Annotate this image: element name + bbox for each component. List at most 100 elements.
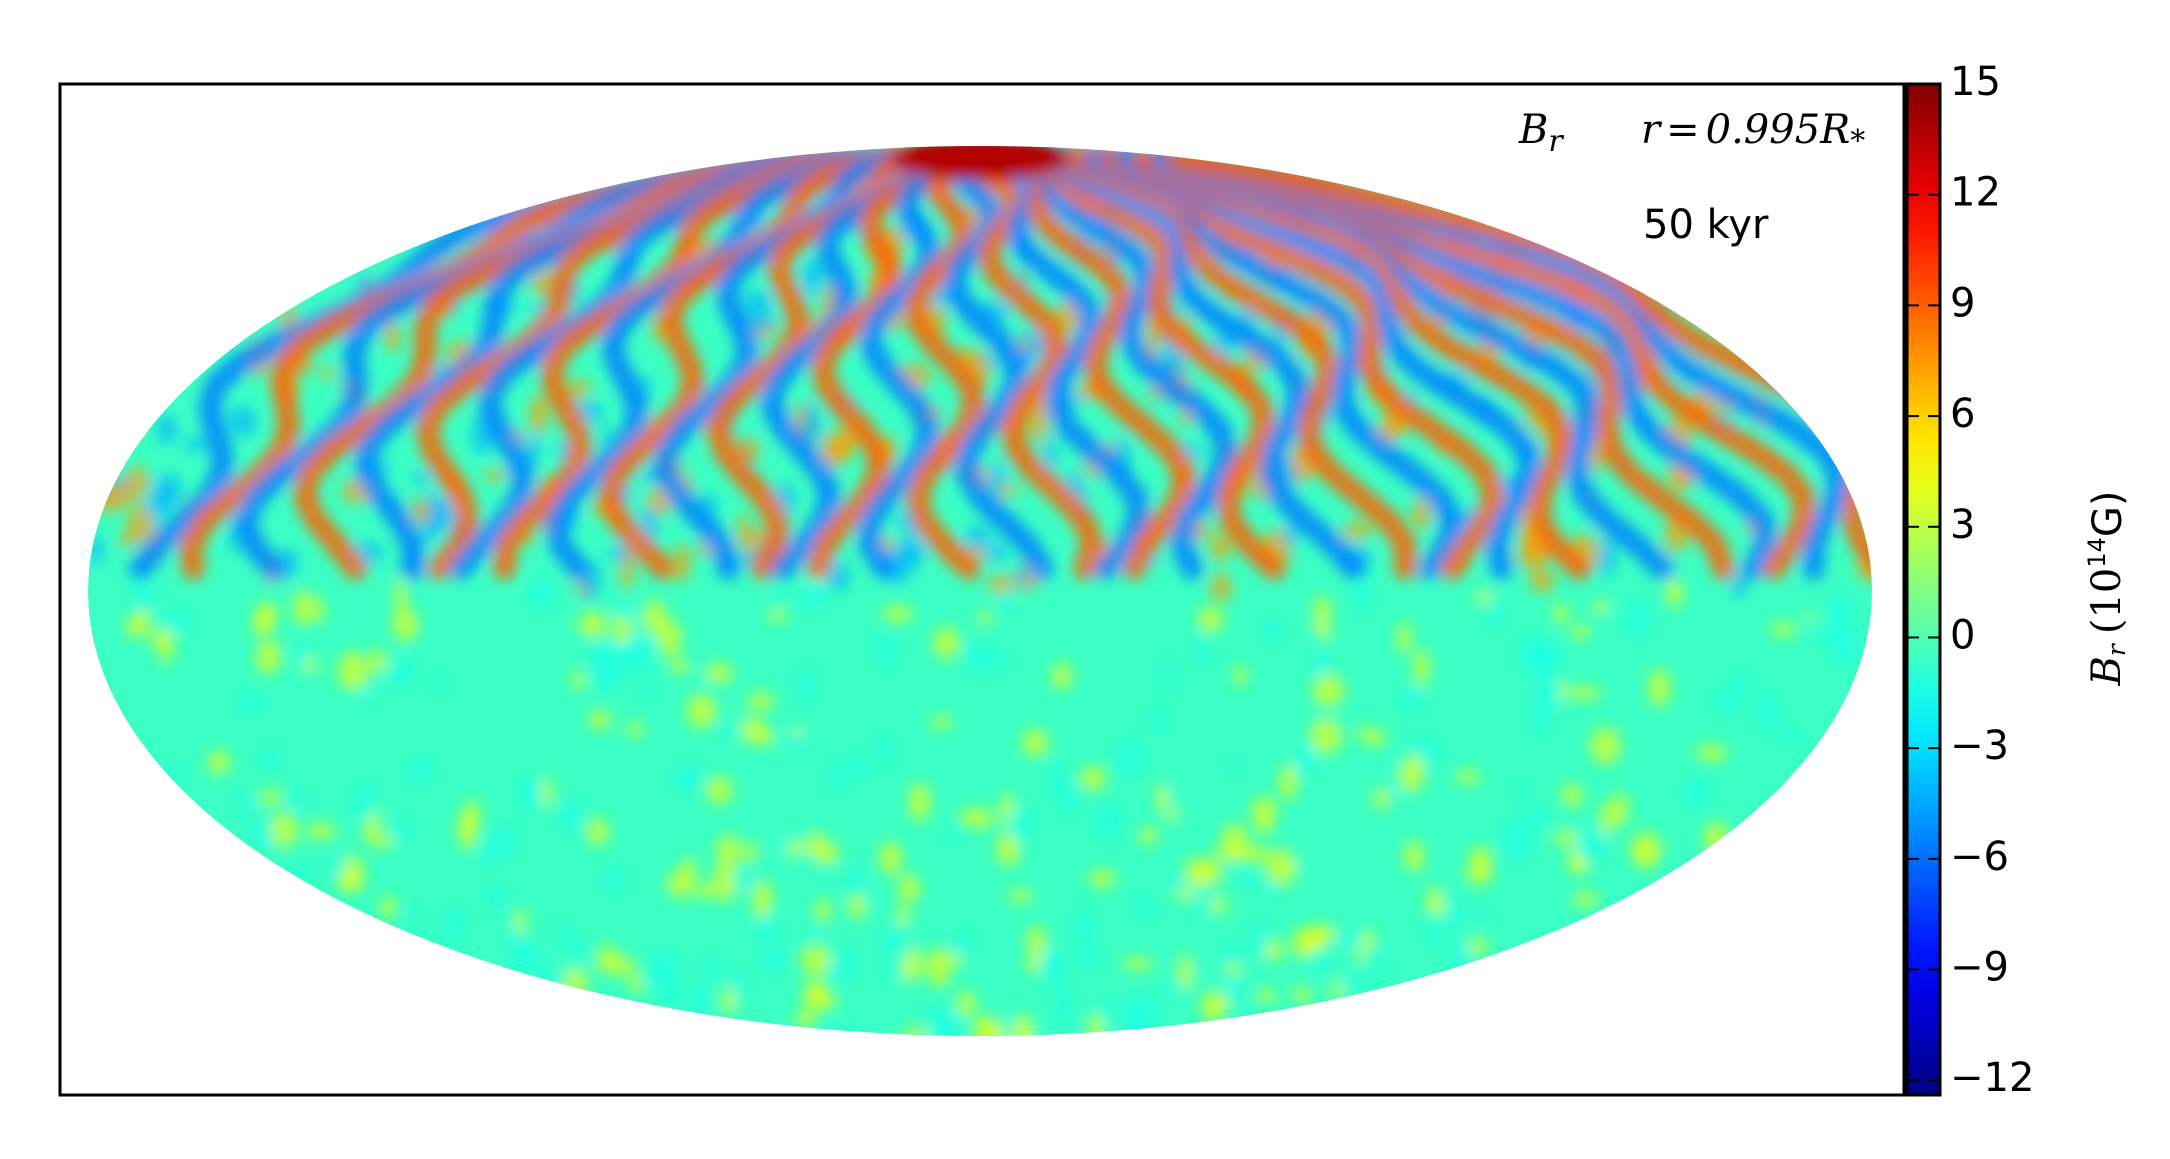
map-blob bbox=[533, 960, 552, 975]
map-blob bbox=[160, 641, 173, 665]
map-blob bbox=[529, 395, 548, 435]
map-blob bbox=[897, 874, 921, 903]
map-blob bbox=[1648, 668, 1671, 707]
map-blob bbox=[737, 512, 750, 549]
map-blob bbox=[625, 722, 644, 737]
map-blob bbox=[1474, 907, 1488, 926]
map-blob bbox=[497, 825, 517, 857]
map-blob bbox=[1716, 689, 1737, 715]
map-blob bbox=[945, 826, 958, 842]
map-blob bbox=[1413, 648, 1430, 687]
map-stripe bbox=[233, 146, 832, 580]
map-blob bbox=[1500, 823, 1532, 861]
map-blob bbox=[732, 968, 747, 1006]
map-blob bbox=[814, 899, 831, 922]
map-blob bbox=[1400, 684, 1422, 713]
map-blob bbox=[956, 990, 977, 1017]
map-blob bbox=[380, 895, 396, 919]
map-blob bbox=[1164, 981, 1184, 998]
map-blob bbox=[742, 290, 773, 310]
map-blob bbox=[1393, 754, 1408, 767]
map-stripe bbox=[598, 146, 908, 580]
time-label: 50 kyr bbox=[1643, 202, 1769, 248]
map-blob bbox=[527, 578, 554, 609]
map-blob bbox=[235, 795, 255, 817]
map-blob bbox=[1562, 783, 1583, 807]
map-blob bbox=[1449, 940, 1470, 972]
map-blob bbox=[1770, 622, 1797, 636]
map-blob bbox=[479, 835, 499, 866]
map-blob bbox=[513, 910, 527, 935]
map-blob bbox=[620, 550, 635, 590]
map-blob bbox=[624, 631, 656, 672]
map-blob bbox=[873, 634, 898, 669]
map-blob bbox=[394, 578, 407, 617]
map-blob bbox=[820, 994, 836, 1010]
map-blob bbox=[1411, 498, 1432, 530]
map-blob bbox=[988, 574, 1012, 594]
map-blob bbox=[1222, 974, 1247, 1005]
map-blob bbox=[520, 777, 541, 814]
map-blob bbox=[1043, 436, 1057, 473]
map-blob bbox=[1306, 948, 1332, 973]
map-blob bbox=[1256, 989, 1276, 1004]
map-blob bbox=[526, 432, 540, 466]
radius-label: r = 0.995R* bbox=[1641, 107, 1865, 159]
map-blob bbox=[293, 589, 313, 627]
map-blob bbox=[800, 944, 831, 976]
map-blob bbox=[1115, 740, 1143, 777]
map-blob bbox=[1019, 1025, 1032, 1036]
map-blob bbox=[1696, 744, 1728, 762]
map-blob bbox=[882, 921, 914, 959]
map-blob bbox=[1578, 836, 1603, 864]
map-blob bbox=[585, 817, 610, 846]
map-blob bbox=[598, 426, 611, 443]
map-blob bbox=[884, 950, 905, 985]
map-blob bbox=[486, 886, 508, 910]
map-blob bbox=[1195, 630, 1208, 670]
map-blob bbox=[930, 715, 953, 729]
map-blob bbox=[1387, 783, 1405, 798]
map-blob bbox=[828, 949, 858, 982]
map-blob bbox=[1225, 757, 1241, 771]
map-blob bbox=[847, 890, 867, 919]
map-blob bbox=[1080, 765, 1107, 791]
map-blob bbox=[1051, 662, 1072, 690]
map-blob bbox=[773, 839, 788, 855]
map-blob bbox=[1466, 862, 1493, 885]
map-blob bbox=[259, 789, 282, 805]
map-blob bbox=[802, 577, 826, 610]
map-blob bbox=[1428, 901, 1448, 916]
map-blob bbox=[964, 525, 990, 551]
map-blob bbox=[1600, 800, 1614, 838]
map-blob bbox=[720, 721, 746, 738]
map-blob bbox=[1309, 924, 1339, 946]
map-blob bbox=[1025, 953, 1044, 974]
map-blob bbox=[1573, 891, 1598, 908]
map-blob bbox=[1529, 569, 1555, 593]
map-texture bbox=[89, 146, 1872, 1036]
map-blob bbox=[1060, 784, 1080, 814]
map-blob bbox=[795, 1008, 817, 1028]
map-blob bbox=[238, 691, 262, 712]
map-blob bbox=[642, 599, 668, 636]
map-blob bbox=[375, 835, 395, 848]
map-blob bbox=[1552, 603, 1569, 624]
map-blob bbox=[1468, 847, 1493, 865]
map-blob bbox=[673, 544, 691, 582]
colorbar-label: Br(1014G) bbox=[2083, 490, 2131, 686]
map-blob bbox=[1078, 938, 1098, 970]
map-blob bbox=[397, 654, 415, 685]
map-blob bbox=[412, 498, 431, 524]
map-blob bbox=[779, 733, 812, 748]
map-blob bbox=[752, 879, 773, 919]
map-blob bbox=[287, 789, 309, 810]
map-blob bbox=[1666, 577, 1684, 607]
map-blob bbox=[1249, 921, 1269, 962]
map-blob bbox=[1049, 760, 1065, 797]
map-blob bbox=[908, 782, 931, 822]
map-blob bbox=[706, 776, 733, 805]
map-blob bbox=[1405, 754, 1422, 777]
map-blob bbox=[1057, 985, 1074, 1025]
map-blob bbox=[1331, 928, 1364, 949]
